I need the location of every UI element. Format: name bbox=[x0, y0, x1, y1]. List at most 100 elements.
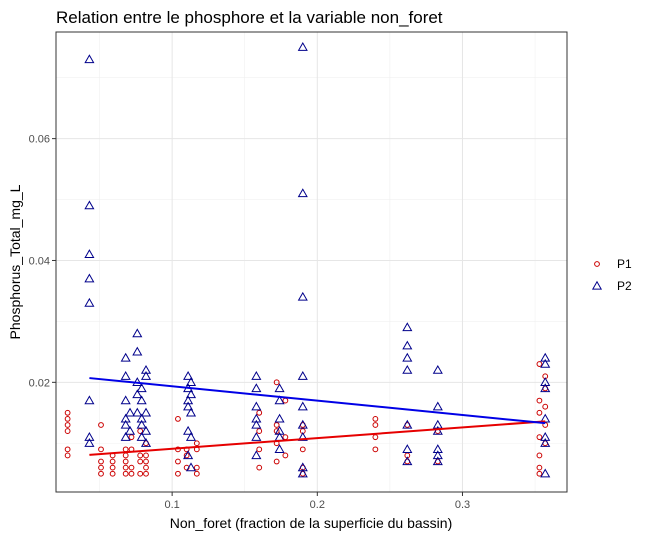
point-p2 bbox=[402, 352, 413, 362]
point-p2 bbox=[120, 352, 131, 362]
point-p2 bbox=[402, 419, 413, 429]
point-p2 bbox=[432, 425, 443, 435]
point-p1 bbox=[143, 464, 149, 471]
point-p1 bbox=[256, 446, 263, 453]
point-p1 bbox=[64, 409, 71, 416]
point-p1 bbox=[372, 446, 379, 453]
point-p2 bbox=[183, 401, 194, 411]
point-p2 bbox=[402, 364, 413, 374]
point-p1 bbox=[282, 452, 289, 459]
point-p2 bbox=[84, 273, 95, 283]
point-p2 bbox=[251, 419, 262, 429]
point-p1 bbox=[109, 464, 116, 471]
x-tick-label: 0.2 bbox=[310, 499, 325, 511]
point-p2 bbox=[274, 425, 285, 435]
point-p2 bbox=[120, 419, 131, 429]
point-p1 bbox=[536, 397, 543, 404]
point-p2 bbox=[183, 395, 194, 405]
point-p2 bbox=[274, 444, 285, 454]
point-p1 bbox=[98, 422, 104, 428]
point-p2 bbox=[183, 425, 194, 435]
point-p2 bbox=[540, 468, 551, 478]
point-p2 bbox=[132, 407, 143, 417]
point-p2 bbox=[251, 383, 262, 393]
point-p2 bbox=[185, 389, 197, 399]
x-axis-title: Non_foret (fraction de la superficie du … bbox=[170, 515, 452, 531]
point-p1 bbox=[273, 458, 280, 465]
point-p2 bbox=[432, 456, 443, 466]
point-p1 bbox=[143, 470, 149, 477]
point-p2 bbox=[402, 322, 413, 332]
point-p1 bbox=[137, 428, 144, 434]
series-p2 bbox=[84, 42, 551, 478]
point-p2 bbox=[402, 444, 413, 454]
point-p2 bbox=[540, 383, 551, 393]
point-p2 bbox=[251, 401, 262, 411]
point-p2 bbox=[251, 371, 262, 380]
point-p2 bbox=[297, 188, 308, 198]
point-p1 bbox=[536, 464, 543, 471]
y-tick-label: 0.06 bbox=[29, 134, 50, 146]
point-p2 bbox=[540, 438, 551, 447]
legend-key-p1 bbox=[594, 261, 600, 267]
legend: P1 P2 bbox=[591, 257, 632, 293]
point-p2 bbox=[120, 395, 131, 405]
point-p2 bbox=[84, 54, 95, 64]
point-p1 bbox=[128, 434, 135, 441]
point-p2 bbox=[540, 352, 551, 362]
point-p1 bbox=[128, 470, 135, 477]
point-p1 bbox=[536, 434, 543, 441]
point-p2 bbox=[84, 431, 95, 441]
point-p2 bbox=[297, 371, 308, 380]
point-p2 bbox=[432, 419, 443, 429]
point-p1 bbox=[64, 428, 71, 434]
point-p1 bbox=[137, 452, 144, 459]
point-p1 bbox=[273, 428, 280, 434]
point-p2 bbox=[185, 462, 197, 472]
point-p1 bbox=[109, 458, 116, 465]
point-p1 bbox=[98, 458, 104, 465]
point-p1 bbox=[137, 470, 144, 477]
point-p2 bbox=[297, 419, 308, 429]
point-p2 bbox=[297, 291, 308, 301]
point-p1 bbox=[64, 452, 71, 459]
point-p2 bbox=[132, 346, 143, 356]
point-p1 bbox=[256, 409, 263, 416]
point-p2 bbox=[402, 340, 413, 350]
point-p2 bbox=[183, 371, 194, 380]
point-p2 bbox=[140, 407, 152, 417]
point-p1 bbox=[536, 452, 543, 459]
point-p2 bbox=[297, 468, 308, 478]
axes: 0.1 0.2 0.3 0.02 0.04 0.06 bbox=[29, 134, 471, 511]
point-p2 bbox=[84, 438, 95, 447]
point-p1 bbox=[273, 422, 280, 428]
trend-line-p2 bbox=[89, 377, 546, 425]
point-p1 bbox=[98, 464, 104, 471]
point-p2 bbox=[140, 364, 152, 374]
point-p2 bbox=[297, 462, 308, 472]
point-p1 bbox=[98, 446, 104, 453]
point-p2 bbox=[297, 431, 308, 441]
point-p1 bbox=[372, 415, 379, 422]
y-axis-title: Phosphorus_Total_mg_L bbox=[7, 184, 23, 339]
legend-label-p2: P2 bbox=[617, 279, 632, 293]
point-p2 bbox=[540, 377, 551, 386]
point-p2 bbox=[297, 401, 308, 411]
point-p2 bbox=[251, 450, 262, 460]
point-p2 bbox=[402, 456, 413, 466]
point-p2 bbox=[432, 401, 443, 411]
point-p1 bbox=[372, 422, 379, 428]
point-p1 bbox=[175, 458, 181, 465]
point-p2 bbox=[185, 377, 197, 386]
x-tick-label: 0.3 bbox=[455, 499, 470, 511]
point-p2 bbox=[274, 413, 285, 423]
chart-title: Relation entre le phosphore et la variab… bbox=[56, 8, 443, 27]
point-p1 bbox=[64, 415, 71, 422]
point-p2 bbox=[432, 364, 443, 374]
point-p2 bbox=[251, 431, 262, 441]
point-p2 bbox=[132, 389, 143, 399]
point-p1 bbox=[137, 458, 144, 465]
point-p2 bbox=[124, 407, 136, 417]
point-p2 bbox=[120, 431, 131, 441]
